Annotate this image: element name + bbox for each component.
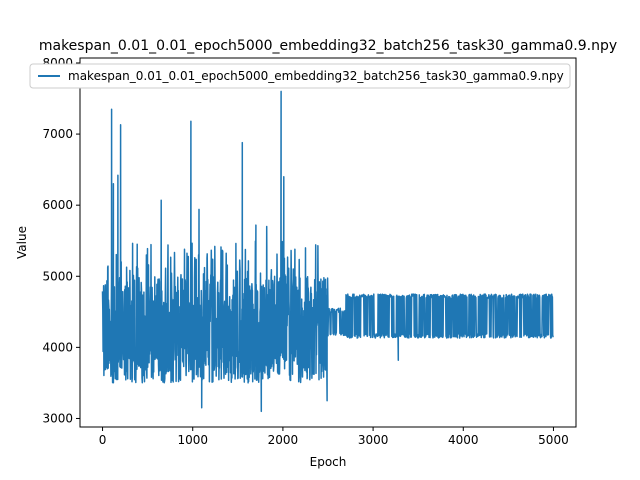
legend-entry: makespan_0.01_0.01_epoch5000_embedding32…	[68, 69, 564, 83]
y-tick-label: 7000	[42, 127, 73, 141]
y-axis-label: Value	[15, 226, 29, 259]
x-axis-ticks: 0 1000 2000 3000 4000 5000	[99, 427, 569, 447]
x-axis-label: Epoch	[310, 455, 347, 469]
y-tick-label: 6000	[42, 198, 73, 212]
legend: makespan_0.01_0.01_epoch5000_embedding32…	[29, 63, 571, 89]
x-tick-label: 4000	[448, 433, 479, 447]
x-tick-label: 5000	[538, 433, 569, 447]
x-tick-label: 2000	[268, 433, 299, 447]
x-tick-label: 1000	[177, 433, 208, 447]
chart-title: makespan_0.01_0.01_epoch5000_embedding32…	[39, 38, 617, 54]
series-line	[101, 90, 554, 413]
y-tick-label: 4000	[42, 340, 73, 354]
y-tick-label: 3000	[42, 411, 73, 425]
legend-box	[29, 63, 571, 89]
x-tick-label: 3000	[358, 433, 389, 447]
x-tick-label: 0	[99, 433, 107, 447]
series-line-group	[101, 90, 554, 413]
axes-frame	[79, 57, 577, 428]
y-tick-label: 5000	[42, 269, 73, 283]
